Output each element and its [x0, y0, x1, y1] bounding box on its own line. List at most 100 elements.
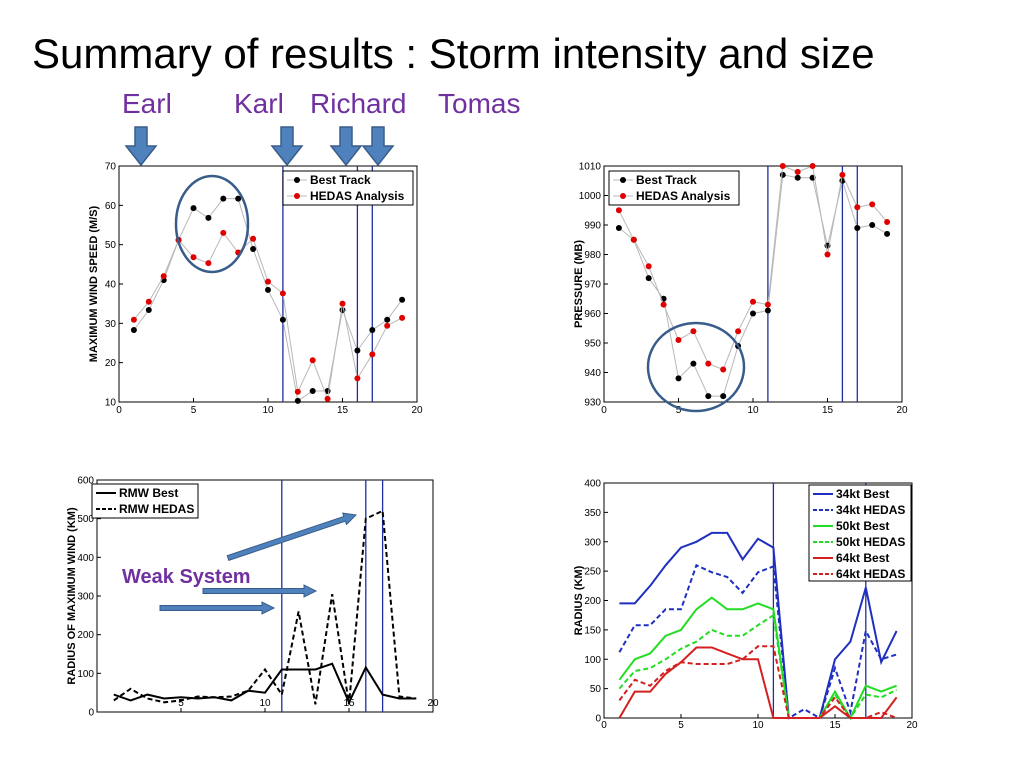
rmw-ytick-label: 500: [77, 514, 94, 525]
pressure-ytick-label: 930: [584, 398, 601, 409]
wind-ylabel: MAXIMUM WIND SPEED (M/S): [88, 205, 100, 362]
pressure-series-best-track-point: [764, 307, 771, 314]
radius-ytick-label: 150: [584, 625, 601, 636]
pressure-highlight-ellipse: [646, 321, 746, 413]
wind-series-hedas-analysis-point: [130, 316, 137, 323]
rmw-ytick-label: 400: [77, 553, 94, 564]
wind-series-best-track-point: [130, 327, 137, 334]
radius-ytick-label: 50: [590, 684, 602, 695]
wind-ytick-label: 20: [105, 358, 117, 369]
pressure-series-hedas-analysis-point: [615, 207, 622, 214]
rmw-ylabel: RADIUS OF MAXIMUM WIND (KM): [66, 507, 78, 685]
wind-series-best-track-point: [309, 387, 316, 394]
rmw-plot-frame: [96, 479, 434, 713]
pressure-ytick-label: 990: [584, 221, 601, 232]
radius-legend-label-34kt-best: 34kt Best: [836, 487, 889, 501]
pressure-ytick-label: 970: [584, 280, 601, 291]
radius-legend-label-50kt-best: 50kt Best: [836, 519, 889, 533]
wind-series-hedas-analysis-point: [250, 235, 257, 242]
pressure-ytick-label: 1010: [579, 162, 602, 173]
pressure-ytick-label: 1000: [579, 191, 602, 202]
rmw-legend-label-rmw-best: RMW Best: [119, 486, 178, 500]
rmw-xtick-label: 10: [259, 698, 271, 709]
pressure-legend-marker-hedas-analysis: [620, 193, 626, 199]
wind-series-hedas-analysis-point: [354, 375, 361, 382]
wind-xtick-label: 20: [411, 405, 423, 416]
storm-label-richard: Richard: [310, 88, 407, 119]
pressure-series-hedas-analysis-point: [809, 163, 816, 169]
weak-system-arrow-karl-icon: [159, 601, 276, 615]
radius-ytick-label: 100: [584, 655, 601, 666]
pressure-series-best-track-point: [645, 275, 652, 282]
wind-legend-box: [282, 170, 414, 206]
wind-series-hedas-analysis-point: [205, 260, 212, 267]
radius-series-34kt-best-line: [619, 531, 898, 719]
wind-legend-label-best-track: Best Track: [310, 173, 371, 187]
pressure-series-hedas-analysis-point: [675, 337, 682, 344]
pressure-legend-marker-best-track: [620, 177, 626, 183]
rmw-ytick-label: 100: [77, 669, 94, 680]
wind-series-hedas-analysis-point: [324, 395, 331, 402]
pressure-series-hedas-analysis-point: [660, 301, 667, 308]
richard-arrow-icon: [329, 126, 363, 167]
wind-series-hedas-analysis-point: [294, 388, 301, 395]
wind-xtick-label: 10: [262, 405, 274, 416]
karl-arrow-icon: [270, 126, 304, 167]
wind-series-hedas-analysis-point: [220, 229, 227, 236]
rmw-xtick-label: 5: [178, 698, 184, 709]
wind-series-hedas-analysis-point: [190, 254, 197, 261]
radius-series-64kt-hedas-line: [618, 645, 897, 719]
radius-ytick-label: 0: [595, 714, 601, 725]
rmw-series-rmw-hedas-line: [113, 509, 417, 705]
radius-xtick-label: 10: [752, 720, 764, 731]
rmw-ytick-label: 600: [77, 476, 94, 487]
wind-series-best-track-point: [294, 397, 301, 404]
wind-ytick-label: 50: [105, 240, 117, 251]
wind-legend-marker-hedas-analysis: [294, 193, 300, 199]
pressure-series-hedas-analysis-point: [779, 163, 786, 169]
rmw-legend-box: [91, 483, 199, 519]
pressure-series-best-track-point: [675, 375, 682, 382]
wind-series-best-track-point: [235, 195, 242, 202]
pressure-series-best-track-point: [854, 224, 861, 231]
pressure-series-best-track-point: [869, 222, 876, 228]
weak-system-arrow-richard-icon: [226, 512, 358, 562]
pressure-ytick-label: 980: [584, 250, 601, 261]
slide-title: Summary of results : Storm intensity and…: [32, 30, 875, 77]
radius-xtick-label: 15: [829, 720, 841, 731]
wind-series-best-track-point: [265, 286, 271, 293]
wind-series-best-track-point: [384, 316, 391, 323]
radius-ylabel: RADIUS (KM): [573, 565, 585, 635]
storm-label-tomas: Tomas: [438, 88, 521, 119]
radius-ytick-label: 200: [584, 596, 601, 607]
pressure-series-hedas-analysis-point: [854, 204, 861, 211]
wind-series-best-track-point: [190, 205, 197, 212]
wind-series-hedas-analysis-point: [384, 322, 391, 329]
earl-arrow-icon: [124, 126, 158, 167]
pressure-legend-box: [608, 170, 740, 206]
wind-series-best-track-point: [145, 306, 152, 313]
wind-series-best-track-point: [250, 245, 257, 252]
rmw-ytick-label: 300: [77, 592, 94, 603]
pressure-series-hedas-analysis-point: [720, 366, 727, 373]
pressure-series-hedas-analysis-point: [794, 168, 801, 175]
wind-ytick-label: 40: [105, 280, 117, 291]
radius-xtick-label: 0: [601, 720, 607, 731]
wind-series-hedas-analysis-point: [265, 278, 271, 285]
pressure-xtick-label: 20: [896, 405, 908, 416]
wind-series-best-track-point: [220, 195, 227, 202]
pressure-xtick-label: 15: [822, 405, 834, 416]
storm-label-karl: Karl: [234, 88, 284, 119]
radius-ytick-label: 250: [584, 567, 601, 578]
wind-ytick-label: 30: [105, 319, 117, 330]
rmw-ytick-label: 0: [88, 708, 94, 719]
rmw-legend-label-rmw-hedas: RMW HEDAS: [119, 502, 194, 516]
pressure-series-hedas-analysis-point: [645, 263, 652, 270]
wind-series-hedas-analysis-point: [339, 300, 346, 307]
radius-legend-label-64kt-best: 64kt Best: [836, 551, 889, 565]
pressure-series-best-track-point: [615, 224, 622, 231]
rmw-ytick-label: 200: [77, 630, 94, 641]
pressure-ytick-label: 940: [584, 368, 601, 379]
pressure-legend-label-best-track: Best Track: [636, 173, 697, 187]
